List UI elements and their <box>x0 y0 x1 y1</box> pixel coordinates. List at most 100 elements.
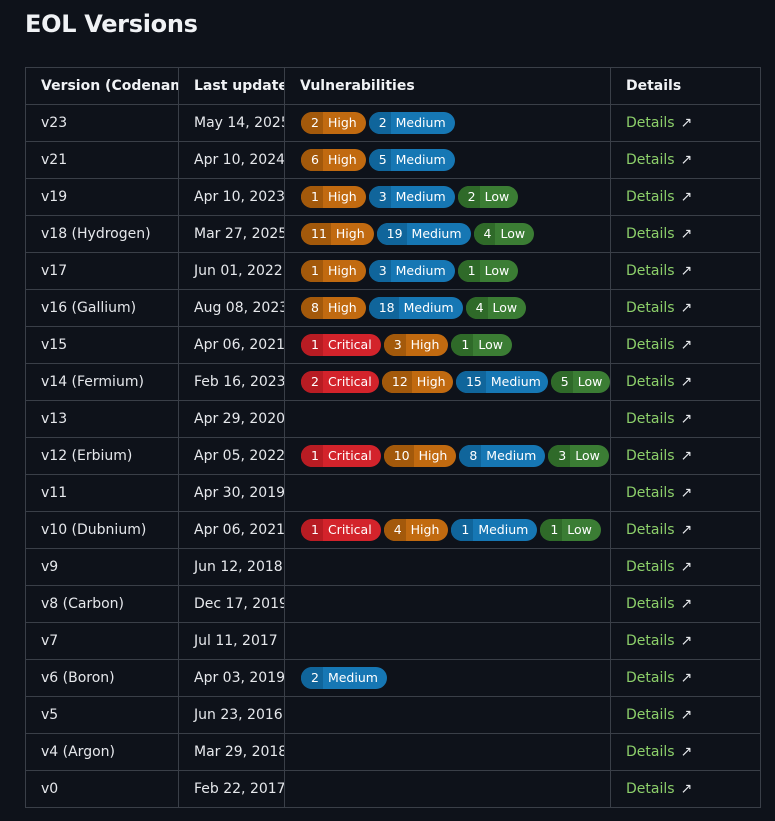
last-updated-cell: Mar 27, 2025 <box>178 215 285 253</box>
details-cell: Details ↗ <box>610 326 761 364</box>
vulnerability-count: 15 <box>455 371 486 393</box>
version-cell: v18 (Hydrogen) <box>25 215 179 253</box>
vulnerability-count: 1 <box>301 519 323 541</box>
last-updated-cell: Apr 10, 2024 <box>178 141 285 179</box>
details-cell: Details ↗ <box>610 733 761 771</box>
vulnerability-severity-label: High <box>327 263 357 278</box>
version-cell: v7 <box>25 622 179 660</box>
vulnerability-count: 1 <box>540 519 563 541</box>
details-link-label: Details <box>626 744 675 760</box>
details-link[interactable]: Details ↗ <box>626 744 692 760</box>
vulnerabilities-cell: 1 High 3 Medium 2 Low <box>284 178 611 216</box>
vulnerability-severity-label: Low <box>577 374 603 389</box>
details-cell: Details ↗ <box>610 474 761 512</box>
details-link[interactable]: Details ↗ <box>626 411 692 427</box>
details-link[interactable]: Details ↗ <box>626 152 692 168</box>
vulnerability-severity-label: High <box>327 152 357 167</box>
details-link-label: Details <box>626 781 675 797</box>
table-row: v19 Apr 10, 2023 1 High 3 Medium 2 Low Details ↗ <box>25 178 761 216</box>
details-link[interactable]: Details ↗ <box>626 189 692 205</box>
vulnerability-severity-label: Low <box>492 300 518 315</box>
vulnerability-severity-label: High <box>410 522 440 537</box>
vulnerability-severity-label: Critical <box>327 337 372 352</box>
details-link-label: Details <box>626 411 675 427</box>
vulnerability-severity-label: Critical <box>327 448 372 463</box>
details-link[interactable]: Details ↗ <box>626 670 692 686</box>
last-updated-cell: Dec 17, 2019 <box>178 585 285 623</box>
details-link[interactable]: Details ↗ <box>626 707 692 723</box>
last-updated-cell: Mar 29, 2018 <box>178 733 285 771</box>
vulnerability-badges: 1 Critical 3 High 1 Low <box>301 334 610 356</box>
details-link[interactable]: Details ↗ <box>626 781 692 797</box>
details-cell: Details ↗ <box>610 141 761 179</box>
details-link[interactable]: Details ↗ <box>626 374 692 390</box>
vulnerabilities-cell: 1 High 3 Medium 1 Low <box>284 252 611 290</box>
details-link[interactable]: Details ↗ <box>626 485 692 501</box>
table-row: v0 Feb 22, 2017 Details ↗ <box>25 770 761 808</box>
details-cell: Details ↗ <box>610 437 761 475</box>
details-cell: Details ↗ <box>610 622 761 660</box>
details-link-label: Details <box>626 263 675 279</box>
vulnerabilities-cell <box>284 696 611 734</box>
vulnerability-count: 4 <box>465 297 488 319</box>
vulnerability-severity-label: Medium <box>327 670 378 685</box>
version-cell: v0 <box>25 770 179 808</box>
external-link-icon: ↗ <box>680 300 693 316</box>
table-row: v11 Apr 30, 2019 Details ↗ <box>25 474 761 512</box>
last-updated-cell: Jun 01, 2022 <box>178 252 285 290</box>
version-cell: v5 <box>25 696 179 734</box>
medium-vulnerability-badge: 8 Medium <box>459 445 546 467</box>
table-row: v10 (Dubnium) Apr 06, 2021 1 Critical 4 High 1… <box>25 511 761 549</box>
vulnerability-count: 2 <box>368 112 391 134</box>
low-vulnerability-badge: 1 Low <box>451 334 512 356</box>
external-link-icon: ↗ <box>680 781 693 797</box>
external-link-icon: ↗ <box>680 152 693 168</box>
details-cell: Details ↗ <box>610 289 761 327</box>
details-link[interactable]: Details ↗ <box>626 633 692 649</box>
vulnerability-count: 4 <box>473 223 496 245</box>
vulnerability-severity-label: High <box>418 448 448 463</box>
vulnerability-badges: 1 Critical 4 High 1 Medium 1 Low <box>301 519 610 541</box>
details-link[interactable]: Details ↗ <box>626 448 692 464</box>
version-cell: v14 (Fermium) <box>25 363 179 401</box>
version-cell: v16 (Gallium) <box>25 289 179 327</box>
vulnerability-badges: 2 Critical 12 High 15 Medium 5 Low <box>301 371 610 393</box>
details-link[interactable]: Details ↗ <box>626 115 692 131</box>
vulnerabilities-cell: 11 High 19 Medium 4 Low <box>284 215 611 253</box>
version-cell: v12 (Erbium) <box>25 437 179 475</box>
version-cell: v11 <box>25 474 179 512</box>
last-updated-cell: Apr 10, 2023 <box>178 178 285 216</box>
header-details: Details <box>610 67 761 105</box>
details-cell: Details ↗ <box>610 363 761 401</box>
vulnerabilities-cell <box>284 585 611 623</box>
details-link[interactable]: Details ↗ <box>626 337 692 353</box>
vulnerabilities-cell <box>284 548 611 586</box>
external-link-icon: ↗ <box>680 670 693 686</box>
external-link-icon: ↗ <box>680 522 693 538</box>
medium-vulnerability-badge: 3 Medium <box>368 260 455 282</box>
details-link[interactable]: Details ↗ <box>626 522 692 538</box>
details-link[interactable]: Details ↗ <box>626 263 692 279</box>
external-link-icon: ↗ <box>680 485 693 501</box>
vulnerability-badges: 6 High 5 Medium <box>301 149 610 171</box>
last-updated-cell: Aug 08, 2023 <box>178 289 285 327</box>
vulnerabilities-cell: 8 High 18 Medium 4 Low <box>284 289 611 327</box>
vulnerability-severity-label: High <box>327 115 357 130</box>
details-link-label: Details <box>626 226 675 242</box>
details-link[interactable]: Details ↗ <box>626 559 692 575</box>
details-link[interactable]: Details ↗ <box>626 596 692 612</box>
details-link-label: Details <box>626 337 675 353</box>
external-link-icon: ↗ <box>680 263 693 279</box>
medium-vulnerability-badge: 3 Medium <box>368 186 455 208</box>
details-link[interactable]: Details ↗ <box>626 300 692 316</box>
header-version: Version (Codename) <box>25 67 179 105</box>
vulnerability-count: 8 <box>459 445 482 467</box>
details-link[interactable]: Details ↗ <box>626 226 692 242</box>
vulnerability-severity-label: Medium <box>395 115 446 130</box>
external-link-icon: ↗ <box>680 559 693 575</box>
vulnerability-severity-label: Medium <box>403 300 454 315</box>
external-link-icon: ↗ <box>680 596 693 612</box>
vulnerabilities-cell <box>284 474 611 512</box>
vulnerability-count: 18 <box>368 297 399 319</box>
table-body: v23 May 14, 2025 2 High 2 Medium Details ↗ v21 Ap… <box>25 104 761 808</box>
